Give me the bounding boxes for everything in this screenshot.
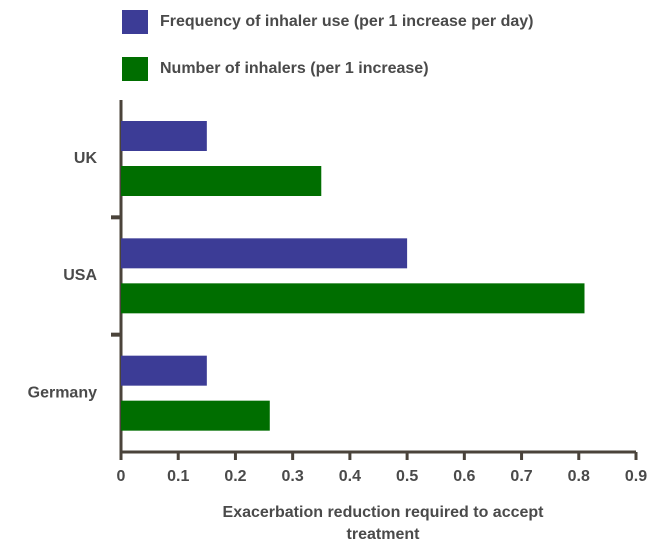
x-tick-label: 0.8 [568,468,590,485]
bar [121,121,207,151]
x-tick-label: 0.2 [224,468,246,485]
x-tick-label: 0.1 [167,468,189,485]
y-tick-label: Germany [28,385,97,402]
bar [121,283,585,314]
bar [121,400,270,431]
y-tick-label: USA [63,267,97,284]
bar [121,355,207,386]
legend-label: Frequency of inhaler use (per 1 increase… [160,13,533,30]
x-tick-label: 0.5 [396,468,418,485]
x-tick-label: 0.9 [625,468,647,485]
x-tick-label: 0.7 [510,468,532,485]
bar [121,238,408,269]
legend-swatch [122,57,148,81]
x-tick-label: 0.6 [453,468,475,485]
x-axis-label: Exacerbation reduction required to accep… [222,504,544,543]
bar [121,166,322,196]
legend-label: Number of inhalers (per 1 increase) [160,60,429,77]
legend-swatch [122,10,148,34]
y-tick-label: UK [74,150,98,167]
x-tick-label: 0 [117,468,126,485]
x-tick-label: 0.3 [282,468,304,485]
x-tick-label: 0.4 [339,468,361,485]
